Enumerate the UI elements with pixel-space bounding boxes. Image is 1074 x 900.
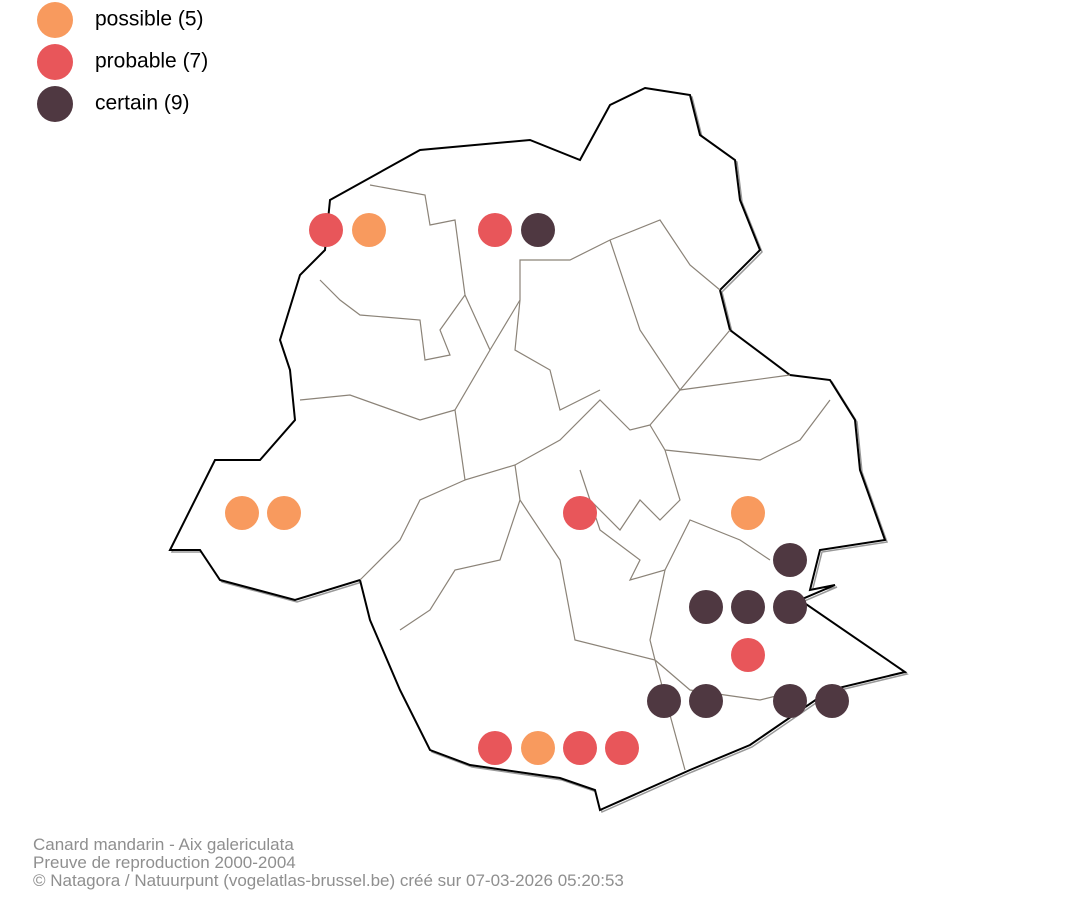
dot-probable [478, 213, 512, 247]
dot-certain [773, 684, 807, 718]
legend-swatch [37, 86, 73, 122]
legend-label: certain (9) [95, 92, 190, 115]
region-outline [168, 86, 908, 812]
dot-certain [773, 543, 807, 577]
dot-probable [563, 731, 597, 765]
dot-certain [731, 590, 765, 624]
dot-probable [478, 731, 512, 765]
dot-probable [309, 213, 343, 247]
footer: Canard mandarin - Aix galericulataPreuve… [33, 835, 624, 890]
dot-possible [731, 496, 765, 530]
dot-probable [731, 638, 765, 672]
dot-certain [773, 590, 807, 624]
dot-certain [689, 590, 723, 624]
legend: possible (5) probable (7) certain (9) [37, 2, 208, 122]
dot-probable [563, 496, 597, 530]
legend-label: probable (7) [95, 50, 208, 73]
legend-label: possible (5) [95, 8, 204, 31]
dot-certain [815, 684, 849, 718]
observation-dots [225, 213, 849, 765]
legend-swatch [37, 44, 73, 80]
dot-possible [225, 496, 259, 530]
dot-certain [647, 684, 681, 718]
dot-possible [352, 213, 386, 247]
dot-probable [605, 731, 639, 765]
footer-line: Canard mandarin - Aix galericulata [33, 835, 294, 854]
dot-certain [689, 684, 723, 718]
dot-certain [521, 213, 555, 247]
municipality-borders [299, 184, 831, 771]
legend-swatch [37, 2, 73, 38]
dot-possible [521, 731, 555, 765]
footer-line: © Natagora / Natuurpunt (vogelatlas-brus… [33, 871, 624, 890]
dot-possible [267, 496, 301, 530]
footer-line: Preuve de reproduction 2000-2004 [33, 853, 296, 872]
